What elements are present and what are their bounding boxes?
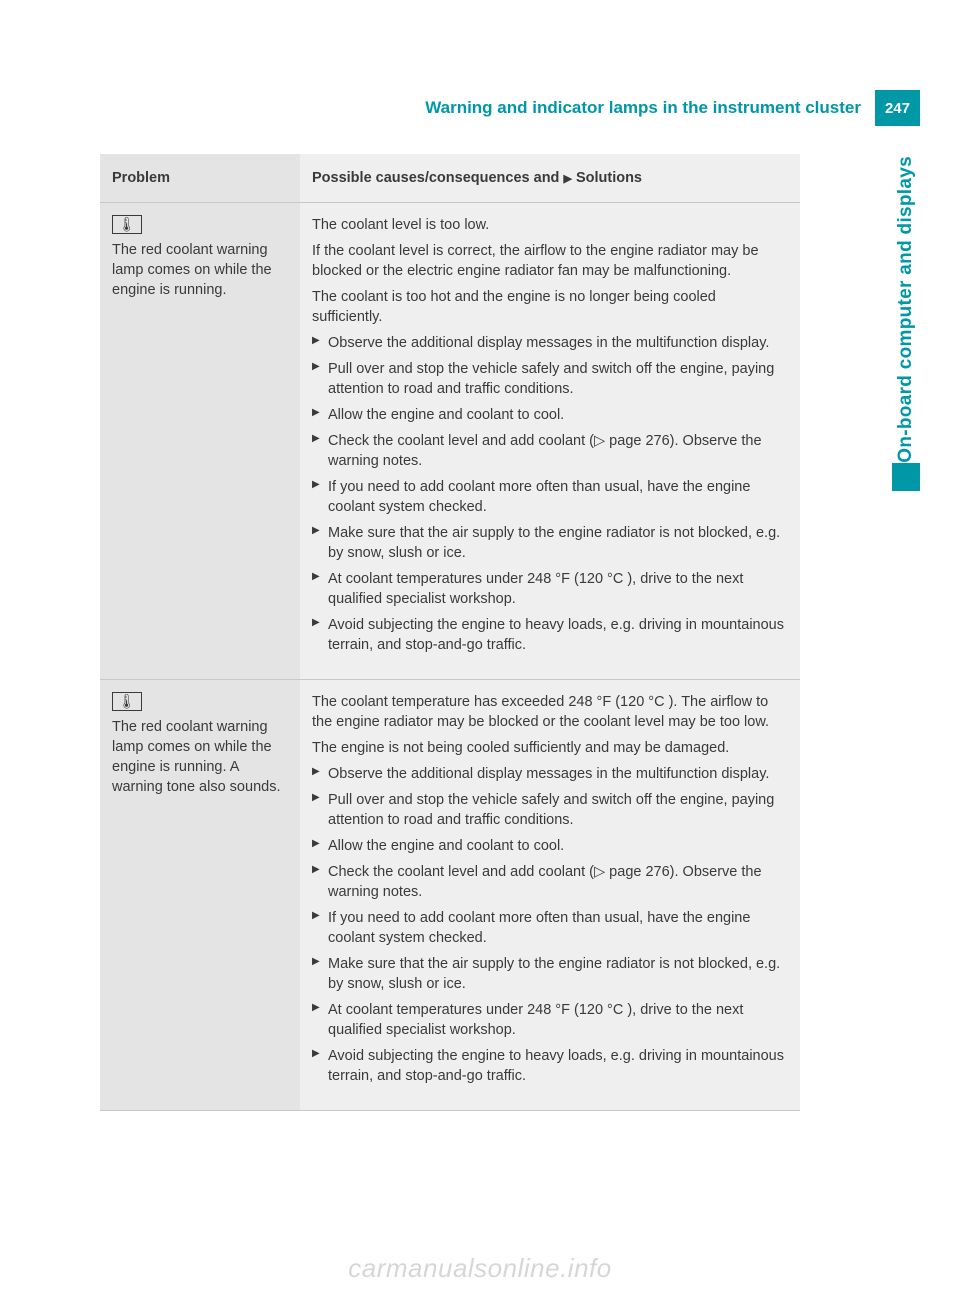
problem-text: The red coolant warning lamp comes on wh… <box>112 717 288 797</box>
solution-steps: Observe the additional display messages … <box>312 764 788 1086</box>
solution-para: The coolant temperature has exceeded 248… <box>312 692 788 732</box>
page-container: Warning and indicator lamps in the instr… <box>0 0 960 1302</box>
section-title: Warning and indicator lamps in the instr… <box>425 90 875 126</box>
solution-step: If you need to add coolant more often th… <box>312 477 788 517</box>
solution-para: If the coolant level is correct, the air… <box>312 241 788 281</box>
solution-para: The coolant level is too low. <box>312 215 788 235</box>
problem-cell: 🌡 The red coolant warning lamp comes on … <box>100 680 300 1111</box>
solution-step: Make sure that the air supply to the eng… <box>312 954 788 994</box>
solution-cell: The coolant level is too low. If the coo… <box>300 203 800 680</box>
solution-cell: The coolant temperature has exceeded 248… <box>300 680 800 1111</box>
solutions-triangle-icon: ▶ <box>563 173 571 185</box>
solution-steps: Observe the additional display messages … <box>312 333 788 655</box>
solution-step: Observe the additional display messages … <box>312 333 788 353</box>
solution-step: Pull over and stop the vehicle safely an… <box>312 359 788 399</box>
solution-step: At coolant temperatures under 248 °F (12… <box>312 569 788 609</box>
col-header-solution-suffix: Solutions <box>572 170 642 186</box>
col-header-solution: Possible causes/consequences and ▶ Solut… <box>300 154 800 203</box>
solution-step: If you need to add coolant more often th… <box>312 908 788 948</box>
solution-step: Allow the engine and coolant to cool. <box>312 405 788 425</box>
side-tab-block <box>892 463 920 491</box>
table-row: 🌡 The red coolant warning lamp comes on … <box>100 203 800 680</box>
header-bar: Warning and indicator lamps in the instr… <box>100 90 920 126</box>
solution-step: Allow the engine and coolant to cool. <box>312 836 788 856</box>
solution-step: Avoid subjecting the engine to heavy loa… <box>312 1046 788 1086</box>
problem-cell: 🌡 The red coolant warning lamp comes on … <box>100 203 300 680</box>
troubleshoot-table: Problem Possible causes/consequences and… <box>100 154 800 1111</box>
solution-para: The engine is not being cooled sufficien… <box>312 738 788 758</box>
solution-step: Pull over and stop the vehicle safely an… <box>312 790 788 830</box>
col-header-problem: Problem <box>100 154 300 203</box>
col-header-solution-prefix: Possible causes/consequences and <box>312 170 563 186</box>
table-row: 🌡 The red coolant warning lamp comes on … <box>100 680 800 1111</box>
solution-step: At coolant temperatures under 248 °F (12… <box>312 1000 788 1040</box>
solution-step: Check the coolant level and add coolant … <box>312 431 788 471</box>
problem-text: The red coolant warning lamp comes on wh… <box>112 240 288 300</box>
side-tab: On-board computer and displays <box>892 150 920 491</box>
table-header-row: Problem Possible causes/consequences and… <box>100 154 800 203</box>
solution-step: Make sure that the air supply to the eng… <box>312 523 788 563</box>
side-tab-label: On-board computer and displays <box>895 150 917 463</box>
solution-para: The coolant is too hot and the engine is… <box>312 287 788 327</box>
content-area: Problem Possible causes/consequences and… <box>100 154 800 1111</box>
page-number: 247 <box>875 90 920 126</box>
coolant-warning-icon: 🌡 <box>112 215 142 234</box>
solution-step: Avoid subjecting the engine to heavy loa… <box>312 615 788 655</box>
solution-step: Check the coolant level and add coolant … <box>312 862 788 902</box>
watermark: carmanualsonline.info <box>0 1253 960 1284</box>
coolant-warning-icon: 🌡 <box>112 692 142 711</box>
solution-step: Observe the additional display messages … <box>312 764 788 784</box>
